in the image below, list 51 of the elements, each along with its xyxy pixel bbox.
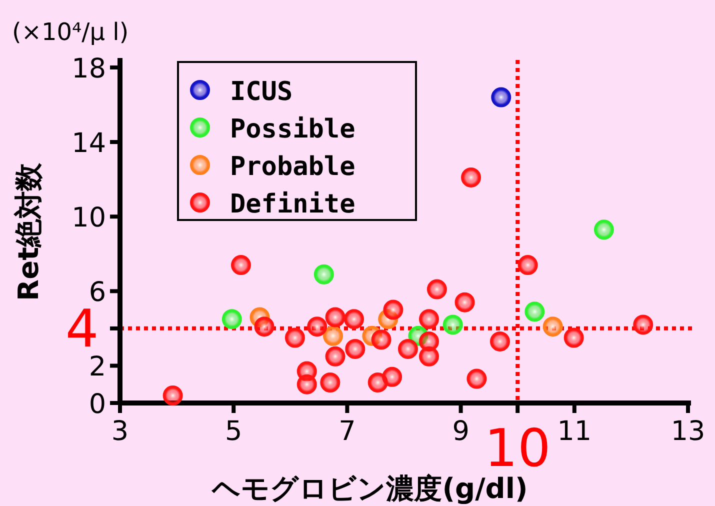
point: [418, 346, 439, 366]
point: [230, 255, 251, 276]
y-tick-label: 0: [88, 389, 106, 420]
legend-label: Probable: [230, 152, 356, 182]
point: [323, 326, 343, 346]
point: [344, 309, 364, 330]
point: [284, 328, 305, 348]
x-tick-label: 13: [670, 416, 706, 447]
y-tick-label: 6: [88, 277, 106, 308]
point: [564, 328, 584, 348]
x-tick-label: 7: [338, 416, 356, 447]
point: [633, 314, 654, 335]
point: [382, 366, 402, 387]
y-tick-label: 18: [72, 53, 106, 84]
point: [518, 255, 538, 276]
x-axis-title: ヘモグロビン濃度(g/dl): [211, 472, 528, 505]
point: [222, 309, 242, 330]
point: [398, 338, 418, 359]
point: [314, 264, 334, 284]
y-axis-title: Ret絶対数: [12, 162, 45, 301]
point: [254, 316, 274, 337]
legend-label: Possible: [230, 114, 356, 144]
legend-label: ICUS: [230, 77, 293, 107]
point: [325, 307, 346, 328]
point: [466, 368, 487, 389]
y-tick-label: 14: [72, 128, 106, 160]
point: [162, 386, 183, 406]
y-tick-label: 10: [72, 202, 106, 234]
point: [491, 87, 512, 108]
point: [383, 300, 404, 320]
point: [442, 314, 463, 335]
point: [454, 292, 475, 312]
point: [307, 316, 328, 337]
point: [371, 330, 392, 350]
x-tick-label: 9: [452, 416, 470, 447]
point: [426, 279, 447, 300]
text: (×10⁴/μ l): [12, 18, 129, 46]
point: [418, 309, 439, 330]
point: [345, 338, 366, 359]
point: [594, 220, 614, 240]
point: [320, 372, 340, 392]
x-tick-label: 11: [557, 416, 592, 447]
x-tick-label: 5: [225, 416, 242, 447]
point: [296, 374, 317, 394]
x-tick-label: 3: [111, 416, 129, 447]
point: [461, 167, 482, 188]
point: [524, 302, 545, 322]
point: [325, 346, 346, 366]
point: [490, 331, 510, 352]
point: [542, 316, 563, 337]
legend-label: Definite: [230, 190, 356, 220]
